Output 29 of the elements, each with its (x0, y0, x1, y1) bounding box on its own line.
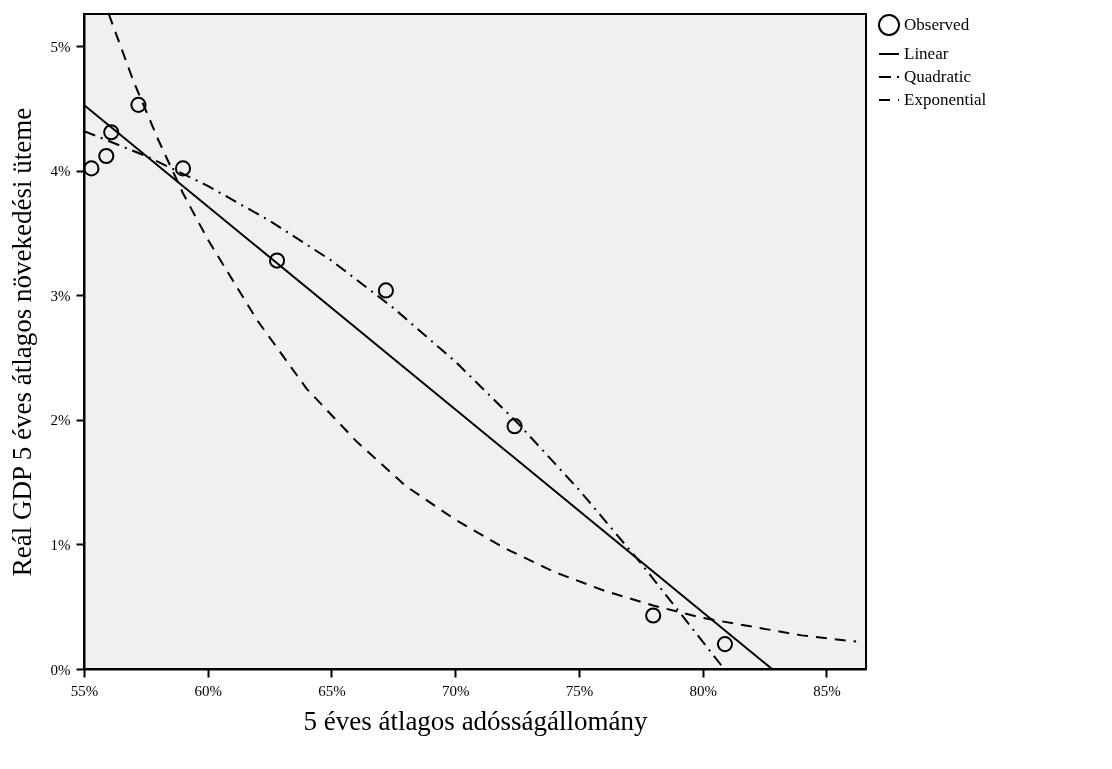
x-tick-label: 65% (318, 682, 346, 699)
point (103, 124, 120, 141)
y-axis-title: Reál GDP 5 éves átlagos növekedési üteme (6, 107, 37, 577)
point (645, 607, 662, 624)
point (130, 96, 147, 113)
x-tick-label: 70% (441, 682, 470, 699)
point (98, 147, 115, 165)
x-tick-label: 60% (194, 682, 222, 699)
y-tick-label: 1% (50, 536, 71, 553)
point (84, 160, 100, 177)
point (174, 160, 192, 177)
point (377, 282, 394, 299)
legend-label: Linear (904, 44, 949, 63)
y-tick-label: 2% (50, 412, 71, 429)
x-axis-title: 5 éves átlagos adósságállomány (303, 705, 649, 736)
x-tick-label: 80% (689, 682, 717, 699)
y-tick-label: 3% (50, 287, 71, 304)
y-tick-label: 0% (50, 661, 71, 678)
x-tick-label: 55% (70, 682, 99, 699)
x-tick-label: 85% (813, 682, 841, 699)
legend-label: Quadratic (904, 67, 972, 86)
y-tick-label: 5% (50, 38, 71, 55)
legend-label: Exponential (904, 90, 987, 109)
point (268, 252, 286, 269)
point (506, 418, 523, 435)
legend-label: Observed (904, 15, 970, 34)
point (716, 636, 734, 653)
y-tick-label: 4% (50, 163, 71, 180)
x-tick-label: 75% (565, 682, 594, 699)
